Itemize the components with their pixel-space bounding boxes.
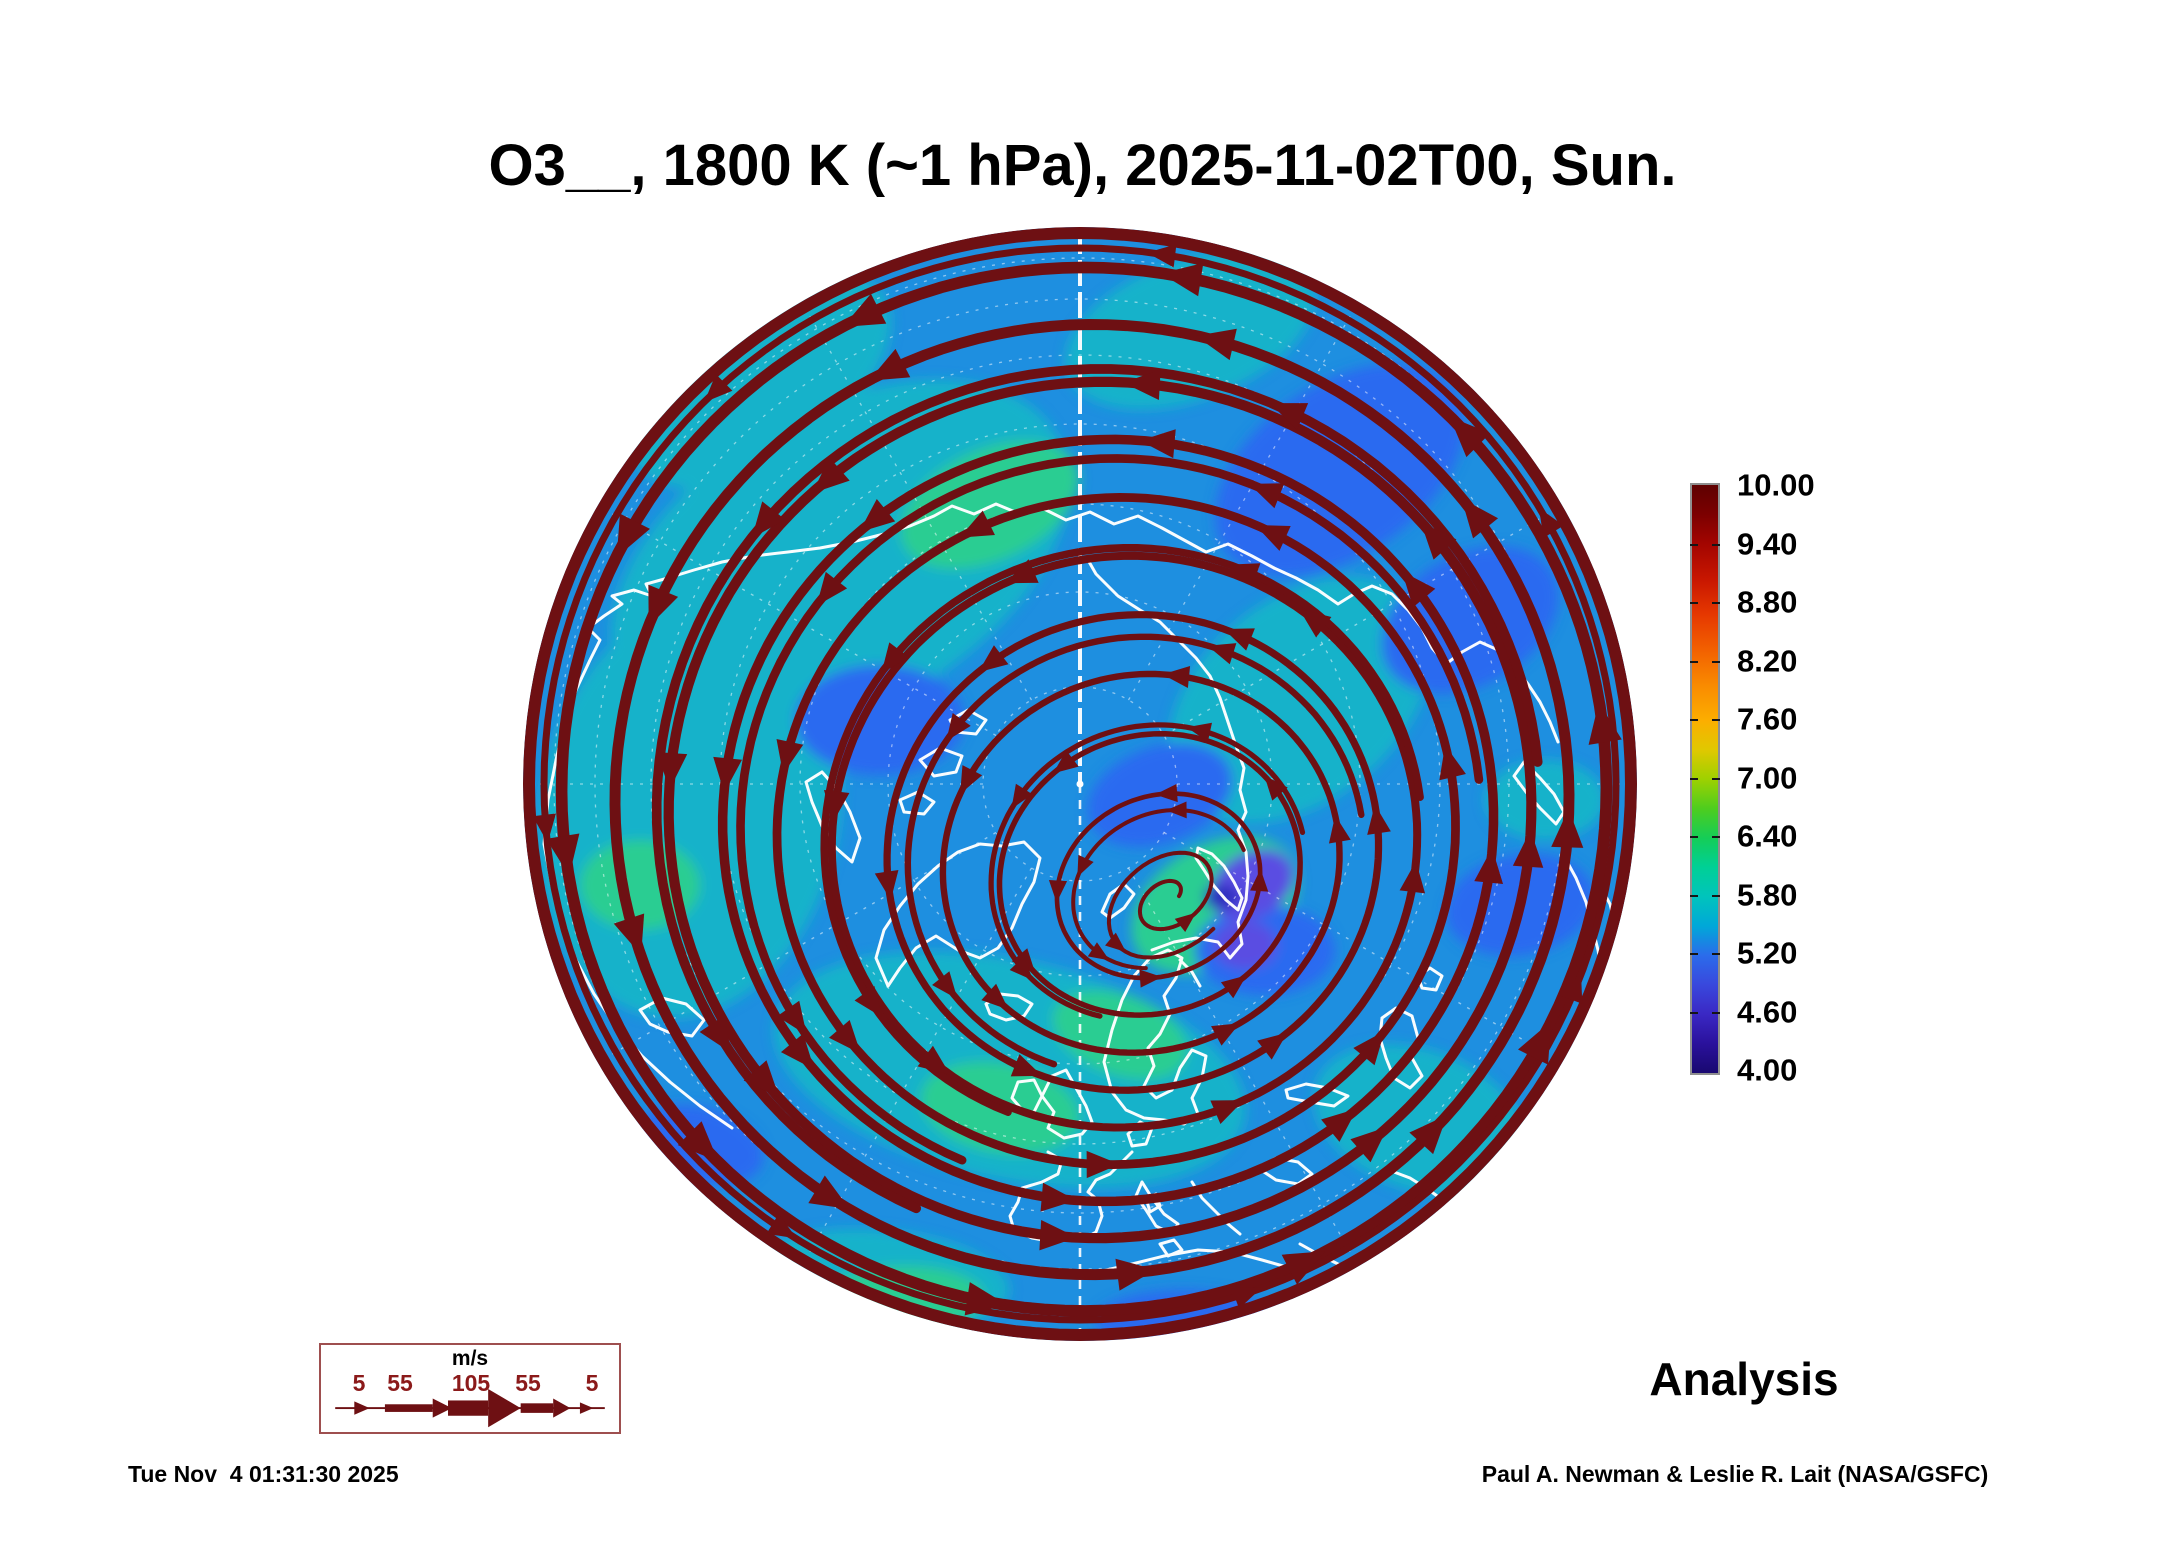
- figure-title: O3__, 1800 K (~1 hPa), 2025-11-02T00, Su…: [488, 133, 1677, 198]
- streamline-arrows: [532, 244, 1622, 1316]
- wind-legend-speed-value: 55: [387, 1370, 413, 1396]
- coastline: [638, 996, 706, 1038]
- coastline: [1378, 1006, 1424, 1090]
- coastline: [1086, 558, 1250, 960]
- colorbar-tick-label: 10.00: [1737, 467, 1815, 503]
- colorbar-tick-label: 4.00: [1737, 1052, 1798, 1088]
- coastline: [874, 840, 1042, 988]
- colorbar-tick-mark: [1690, 894, 1698, 897]
- colorbar-tick-label: 8.80: [1737, 584, 1798, 620]
- colorbar-tick-mark: [1690, 602, 1698, 604]
- pole-marker: [1076, 780, 1084, 788]
- creation-timestamp: Tue Nov 4 01:31:30 2025: [128, 1461, 399, 1487]
- colorbar-tick-label: 9.40: [1737, 525, 1798, 561]
- wind-speed-legend: m/s 5 55 105 55 5: [319, 1343, 621, 1434]
- colorbar-tick-mark: [1712, 894, 1720, 897]
- coastline: [1178, 958, 1202, 988]
- coastline: [1284, 1082, 1350, 1108]
- wind-legend-speed-value: 5: [352, 1370, 366, 1396]
- wind-legend-speed-value: 55: [515, 1370, 541, 1396]
- colorbar-tick-label: 7.60: [1737, 701, 1798, 737]
- colorbar-tick-mark: [1690, 660, 1698, 663]
- coastline: [1416, 966, 1444, 992]
- coastline: [1158, 1238, 1184, 1258]
- colorbar-tick-label: 4.60: [1737, 993, 1798, 1029]
- colorbar-tick-label: 5.80: [1737, 876, 1798, 912]
- globe-layers: [523, 227, 1637, 1341]
- colorbar-tick-mark: [1690, 543, 1698, 546]
- colorbar-tick-mark: [1712, 1011, 1720, 1014]
- colorbar-tick-mark: [1690, 777, 1698, 780]
- colorbar-tick-label: 5.20: [1737, 935, 1798, 971]
- coastline: [1512, 760, 1566, 826]
- colorbar-tick-mark: [1712, 953, 1720, 955]
- colorbar-tick-label: 6.40: [1737, 818, 1798, 854]
- coastline: [898, 790, 936, 816]
- streamline-layer: [523, 227, 1637, 1341]
- analysis-label: Analysis: [1649, 1353, 1839, 1405]
- colorbar-tick-mark: [1712, 660, 1720, 663]
- wind-legend-speed-value: 105: [451, 1370, 491, 1396]
- wind-legend-speed-value: 5: [585, 1370, 599, 1396]
- colorbar-tick-mark: [1712, 719, 1720, 721]
- colorbar-tick-label: 7.00: [1737, 759, 1798, 795]
- wind-legend-units-label: m/s: [451, 1347, 489, 1370]
- colorbar-tick-mark: [1712, 543, 1720, 546]
- colorbar-tick-mark: [1690, 953, 1698, 955]
- wind-scale-arrow-icon: [335, 1388, 605, 1428]
- colorbar-tick-mark: [1690, 836, 1698, 838]
- coastline: [984, 992, 1034, 1022]
- coastline: [1194, 846, 1244, 912]
- colorbar-tick-mark: [1712, 777, 1720, 780]
- colorbar-tick-mark: [1690, 1011, 1698, 1014]
- colorbar-tick-mark: [1712, 836, 1720, 838]
- colorbar-tick-label: 8.20: [1737, 642, 1798, 678]
- colorbar-tick-mark: [1712, 602, 1720, 604]
- colorbar-tick-mark: [1690, 719, 1698, 721]
- coastline: [1272, 566, 1560, 744]
- credit-line: Paul A. Newman & Leslie R. Lait (NASA/GS…: [1481, 1461, 1989, 1487]
